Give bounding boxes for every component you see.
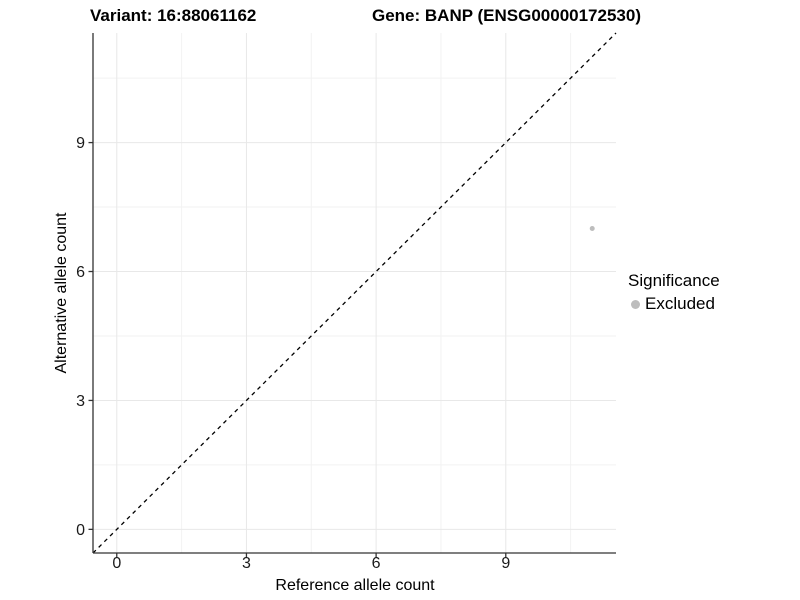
identity-reference-line (92, 32, 617, 554)
y-tick-label: 9 (76, 135, 85, 152)
x-tick-label: 6 (372, 555, 381, 572)
y-tick-label: 3 (76, 393, 85, 410)
plot-title-gene: Gene: BANP (ENSG00000172530) (372, 6, 641, 25)
x-axis-label: Reference allele count (275, 577, 435, 594)
y-axis-label: Alternative allele count (53, 212, 70, 374)
y-tick-label: 0 (76, 522, 85, 539)
data-point (589, 226, 595, 232)
x-tick-label: 9 (501, 555, 510, 572)
legend: Significance Excluded (628, 271, 720, 314)
legend-item-excluded: Excluded (631, 294, 720, 314)
legend-title: Significance (628, 271, 720, 290)
x-tick-label: 0 (112, 555, 121, 572)
legend-item-label: Excluded (645, 294, 715, 313)
legend-point-icon (631, 299, 640, 309)
x-tick-label: 3 (242, 555, 251, 572)
y-tick-label: 6 (76, 264, 85, 281)
plot-title-variant: Variant: 16:88061162 (90, 6, 257, 25)
